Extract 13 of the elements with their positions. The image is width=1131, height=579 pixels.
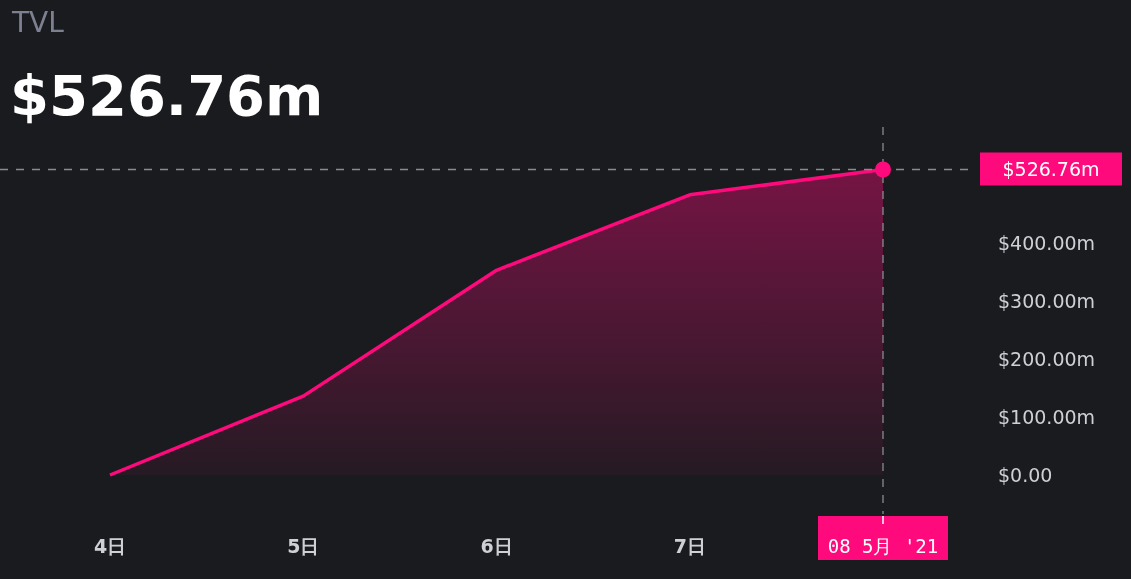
x-tick-label: 7日 [673,535,706,557]
y-tick-label: $400.00m [998,232,1096,254]
ref-line-label: $526.76m [1002,158,1100,181]
x-tick-label: 08 5月 '21 [827,535,939,557]
y-tick-label: $200.00m [998,348,1096,370]
chart-subtitle: $526.76m [10,63,324,128]
x-tick-label: 5日 [287,535,320,557]
x-tick-label: 6日 [480,535,513,557]
chart-title: TVL [11,6,65,39]
y-tick-label: $0.00 [998,464,1053,486]
x-tick-label: 4日 [93,535,127,557]
y-tick-label: $300.00m [998,290,1096,312]
y-tick-label: $100.00m [998,406,1096,428]
